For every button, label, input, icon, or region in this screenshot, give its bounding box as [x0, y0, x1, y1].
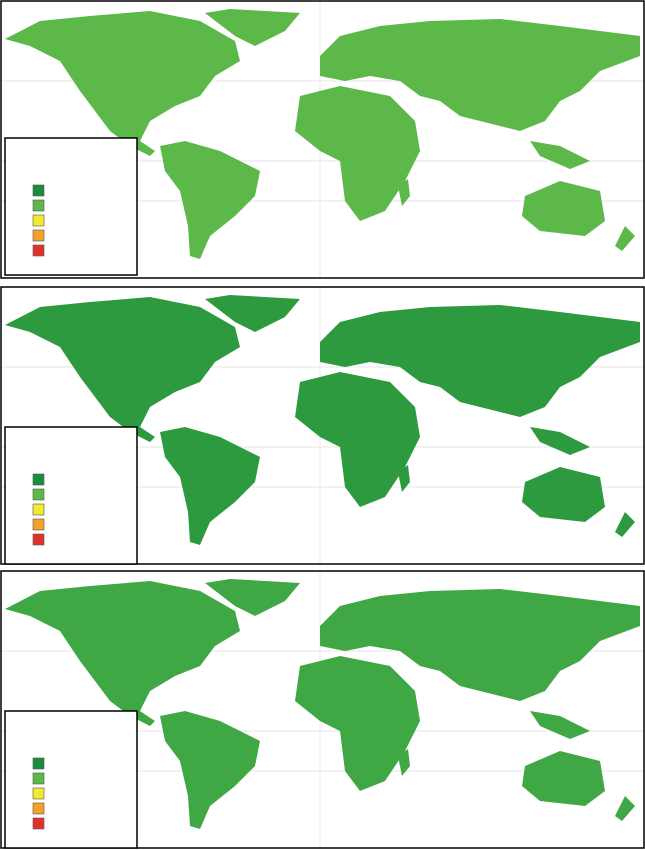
legend-swatch — [32, 772, 45, 785]
legend-swatch — [32, 817, 45, 830]
legend-swatch — [32, 229, 45, 242]
legend-swatch — [32, 802, 45, 815]
panel-border — [0, 570, 645, 849]
legend-box — [4, 426, 138, 565]
map-panel — [0, 570, 645, 849]
legend-box — [4, 710, 138, 849]
legend-swatch — [32, 503, 45, 516]
legend-swatch — [32, 244, 45, 257]
legend-swatch — [32, 214, 45, 227]
map-panel — [0, 286, 645, 565]
legend — [4, 426, 138, 565]
legend-box — [4, 137, 138, 276]
legend-swatch — [32, 184, 45, 197]
legend-swatch — [32, 199, 45, 212]
legend-swatch — [32, 787, 45, 800]
panel-border — [0, 0, 645, 279]
legend-swatch — [32, 473, 45, 486]
legend-swatch — [32, 757, 45, 770]
legend — [4, 710, 138, 849]
legend-swatch — [32, 518, 45, 531]
legend-swatch — [32, 488, 45, 501]
legend — [4, 137, 138, 276]
map-panel — [0, 0, 645, 279]
panel-border — [0, 286, 645, 565]
legend-swatch — [32, 533, 45, 546]
